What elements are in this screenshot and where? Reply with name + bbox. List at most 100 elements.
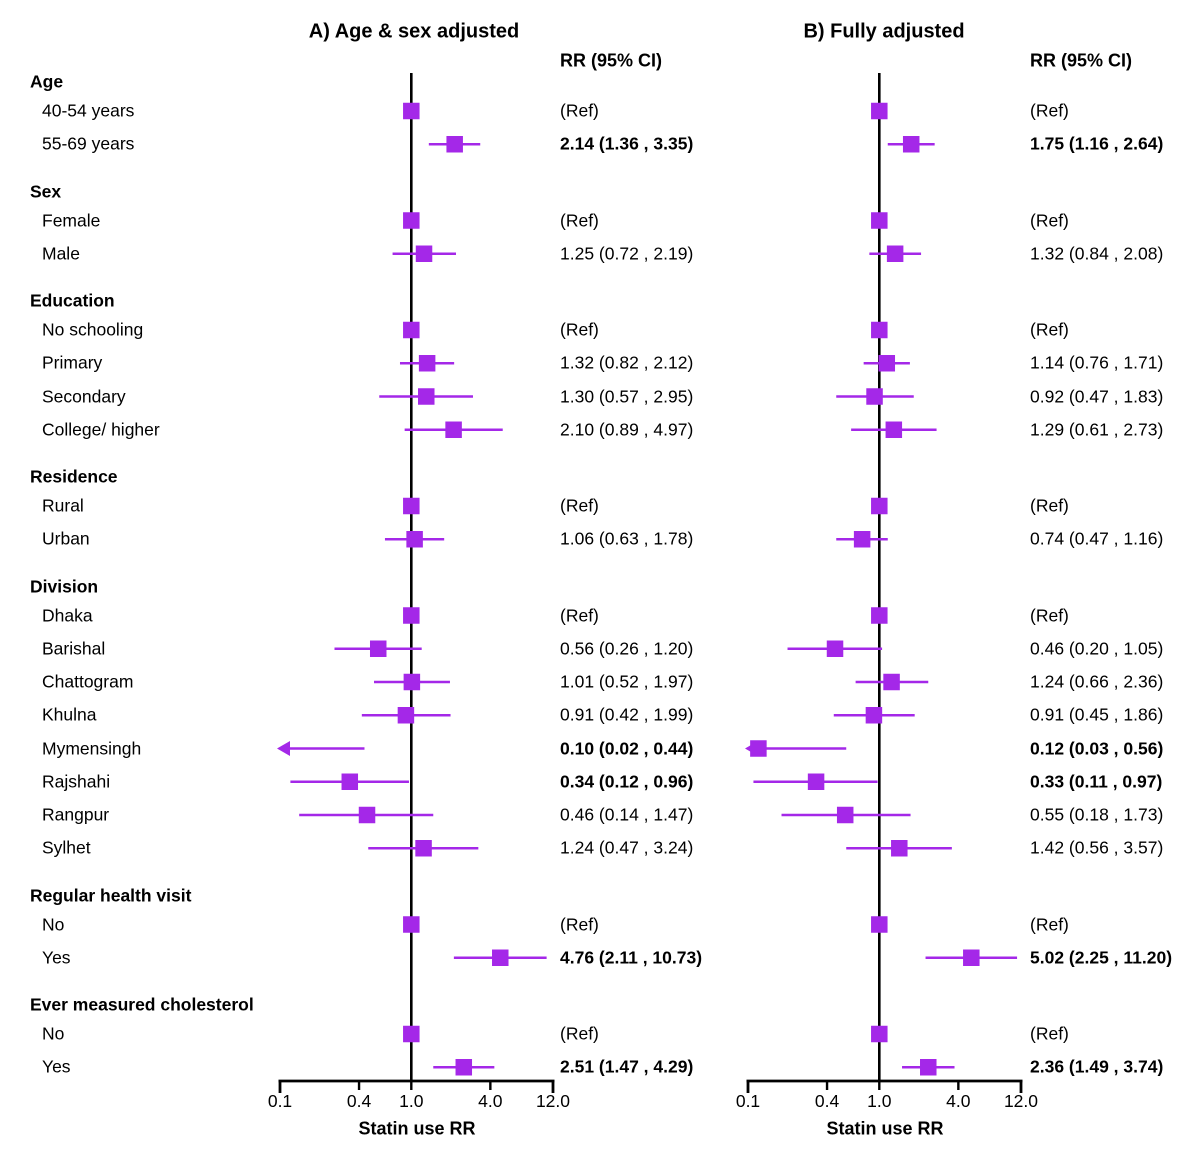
rr-value: (Ref) — [560, 495, 599, 516]
x-tick-label: 1.0 — [867, 1091, 892, 1111]
x-tick-label: 0.1 — [735, 1091, 761, 1111]
rr-value: 0.12 (0.03 , 0.56) — [1030, 738, 1164, 758]
point-marker-ref — [403, 1025, 420, 1043]
arrow-left-icon — [277, 741, 290, 756]
row-label: Khulna — [42, 704, 97, 725]
rr-value: (Ref) — [1030, 495, 1069, 516]
rr-value: (Ref) — [1030, 914, 1069, 934]
group-header-label: Sex — [30, 181, 62, 201]
rr-value: 2.51 (1.47 , 4.29) — [560, 1056, 694, 1077]
row-label: Yes — [42, 1056, 71, 1077]
point-marker — [885, 421, 903, 438]
x-tick-label: 12.0 — [1003, 1091, 1039, 1111]
point-marker — [920, 1059, 937, 1076]
row-label: Chattogram — [42, 671, 134, 692]
rr-value: (Ref) — [560, 914, 599, 934]
rr-value: 1.25 (0.72 , 2.19) — [560, 243, 694, 264]
point-marker — [445, 421, 462, 438]
point-marker-ref — [403, 916, 420, 933]
point-marker — [826, 640, 844, 657]
point-marker — [418, 355, 436, 372]
row-label: Primary — [42, 352, 103, 373]
row-label: Rural — [42, 495, 84, 516]
row-label: College/ higher — [42, 419, 160, 440]
rr-value: (Ref) — [560, 605, 599, 625]
rr-value: 1.06 (0.63 , 1.78) — [560, 528, 694, 549]
point-marker-ref — [403, 321, 420, 339]
rr-value: 2.14 (1.36 , 3.35) — [560, 133, 694, 154]
rr-value: 0.34 (0.12 , 0.96) — [560, 771, 694, 792]
rr-value: 1.29 (0.61 , 2.73) — [1030, 419, 1164, 440]
row-label: 55-69 years — [42, 133, 135, 154]
group-header-label: Regular health visit — [30, 885, 192, 905]
point-marker-ref — [403, 497, 420, 515]
rr-value: 1.42 (0.56 , 3.57) — [1030, 837, 1164, 858]
point-marker — [886, 245, 904, 262]
rr-value: 0.91 (0.45 , 1.86) — [1030, 704, 1164, 725]
rr-value: 0.92 (0.47 , 1.83) — [1030, 386, 1164, 406]
x-tick-label: 4.0 — [946, 1091, 971, 1111]
row-label: 40-54 years — [42, 100, 135, 121]
x-tick-label: 4.0 — [478, 1091, 503, 1111]
rr-value: 1.14 (0.76 , 1.71) — [1030, 352, 1164, 373]
row-label: Sylhet — [42, 837, 91, 858]
group-header-label: Education — [30, 290, 115, 311]
rr-value: 0.10 (0.02 , 0.44) — [560, 738, 694, 758]
rr-value: 5.02 (2.25 , 11.20) — [1030, 947, 1173, 968]
point-marker — [406, 531, 423, 548]
point-marker — [446, 136, 463, 153]
rr-value: (Ref) — [1030, 319, 1069, 340]
rr-value: 1.01 (0.52 , 1.97) — [560, 671, 694, 692]
rr-value: 1.24 (0.66 , 2.36) — [1030, 671, 1164, 692]
point-marker — [397, 707, 415, 724]
point-marker — [415, 245, 433, 262]
point-marker — [963, 949, 980, 966]
rr-value: (Ref) — [1030, 605, 1069, 625]
row-label: Urban — [42, 528, 90, 549]
point-marker-ref — [871, 916, 888, 933]
group-header-label: Ever measured cholesterol — [30, 994, 254, 1015]
x-tick-label: 0.1 — [267, 1091, 293, 1111]
rr-value: (Ref) — [1030, 100, 1069, 121]
panel-a-title: A) Age & sex adjusted — [308, 20, 520, 43]
rr-value: 0.91 (0.42 , 1.99) — [560, 704, 694, 725]
point-marker — [455, 1059, 473, 1076]
point-marker-ref — [871, 321, 888, 339]
point-marker-ref — [403, 102, 420, 120]
point-marker — [341, 773, 359, 790]
group-header-label: Age — [30, 71, 64, 92]
point-marker-ref — [871, 212, 888, 229]
row-label: Secondary — [42, 386, 126, 406]
point-marker — [836, 806, 854, 824]
x-tick-label: 0.4 — [346, 1091, 372, 1111]
row-label: Rajshahi — [42, 771, 111, 792]
rr-value: (Ref) — [1030, 210, 1069, 230]
point-marker — [878, 355, 896, 372]
panel-a-rr-header: RR (95% CI) — [560, 50, 663, 71]
rr-value: 0.33 (0.11 , 0.97) — [1030, 771, 1163, 792]
group-header-label: Residence — [30, 466, 118, 487]
row-label: Yes — [42, 947, 71, 968]
row-label: Rangpur — [42, 804, 110, 825]
point-marker-ref — [871, 497, 888, 515]
point-marker — [902, 136, 920, 153]
point-marker — [492, 949, 509, 966]
row-label: No — [42, 1023, 65, 1044]
rr-value: (Ref) — [560, 210, 599, 230]
rr-value: 1.32 (0.84 , 2.08) — [1030, 243, 1164, 264]
rr-value: 1.75 (1.16 , 2.64) — [1030, 133, 1164, 154]
panel-b-title: B) Fully adjusted — [803, 20, 965, 43]
point-marker — [807, 773, 825, 790]
rr-value: 4.76 (2.11 , 10.73) — [560, 947, 703, 968]
row-label: Dhaka — [42, 605, 93, 625]
rr-value: (Ref) — [560, 100, 599, 121]
group-header-label: Division — [30, 576, 99, 596]
point-marker-ref — [403, 607, 420, 624]
row-label: Mymensingh — [42, 738, 142, 758]
x-tick-label: 1.0 — [399, 1091, 424, 1111]
point-marker — [418, 388, 435, 405]
point-marker — [853, 531, 871, 548]
rr-value: 0.56 (0.26 , 1.20) — [560, 638, 694, 659]
